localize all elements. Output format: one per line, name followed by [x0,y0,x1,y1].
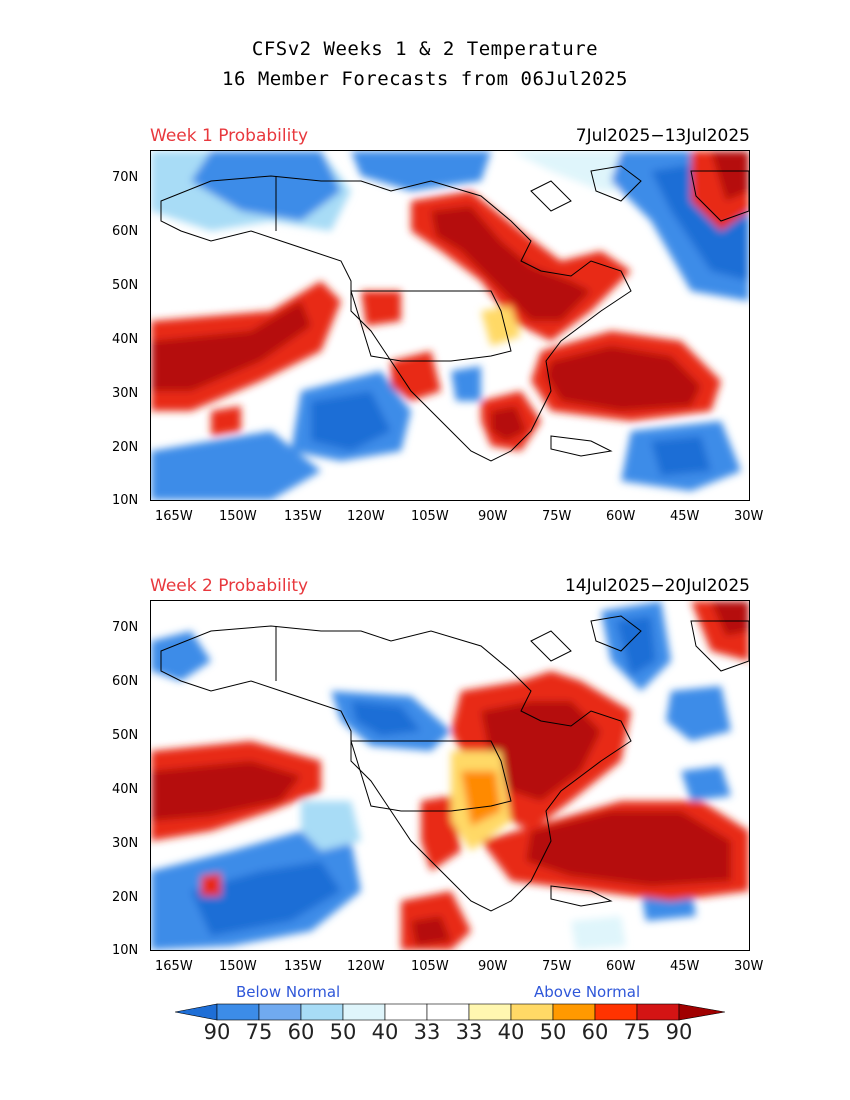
week2-lon-tick: 75W [542,959,572,974]
week2-lon-tick: 120W [347,959,385,974]
color-bar-cell [636,1003,680,1021]
week1-lon-tick: 135W [284,509,322,524]
week1-lon-tick: 165W [155,509,193,524]
color-bar-cell [342,1003,386,1021]
week1-lon-tick: 150W [219,509,257,524]
color-bar-value: 40 [497,1020,525,1044]
week1-lat-tick: 60N [112,224,139,239]
week1-lat-tick: 30N [112,386,139,401]
week1-label: Week 1 Probability [150,126,309,146]
color-bar-value: 50 [329,1020,357,1044]
week1-lat-tick: 50N [112,278,139,293]
week1-lon-tick: 45W [670,509,700,524]
week1-lon-tick: 105W [411,509,449,524]
color-bar-value: 75 [623,1020,651,1044]
below-normal-label: Below Normal [236,983,341,1001]
week2-lon-tick: 165W [155,959,193,974]
color-bar-cell [426,1003,470,1021]
color-bar-value: 60 [581,1020,609,1044]
week1-lat-tick: 20N [112,440,139,455]
week2-probability-map [151,601,749,950]
color-bar-value: 75 [245,1020,273,1044]
week1-lon-tick: 30W [734,509,764,524]
week1-lon-tick: 60W [606,509,636,524]
color-bar [175,1003,725,1021]
week2-lon-tick: 45W [670,959,700,974]
week1-lat-tick: 40N [112,332,139,347]
figure-title-line-1: CFSv2 Weeks 1 & 2 Temperature [251,38,599,60]
week2-lon-tick: 30W [734,959,764,974]
color-bar-cell [468,1003,512,1021]
week2-lon-tick: 90W [478,959,508,974]
color-bar-value: 90 [665,1020,693,1044]
week2-lon-tick: 60W [606,959,636,974]
week2-lat-tick: 20N [112,890,139,905]
color-bar-value: 50 [539,1020,567,1044]
above-normal-label: Above Normal [534,983,641,1001]
week1-lat-tick: 10N [112,493,139,508]
color-bar-cell [384,1003,428,1021]
week2-lat-tick: 40N [112,782,139,797]
color-bar-cell [216,1003,260,1021]
color-bar-value: 90 [203,1020,231,1044]
week2-lat-tick: 50N [112,728,139,743]
week2-lat-tick: 10N [112,943,139,958]
color-bar-arrow-left [175,1003,218,1021]
color-bar-value: 33 [455,1020,483,1044]
week1-lon-tick: 90W [478,509,508,524]
color-bar-value: 33 [413,1020,441,1044]
week1-lat-tick: 70N [112,170,139,185]
week2-lat-tick: 70N [112,620,139,635]
week2-dates: 14Jul2025−20Jul2025 [564,576,750,596]
color-bar-cell [594,1003,638,1021]
color-bar-cell [258,1003,302,1021]
week1-dates: 7Jul2025−13Jul2025 [575,126,750,146]
week2-lat-tick: 30N [112,836,139,851]
week2-lon-tick: 105W [411,959,449,974]
week2-lat-tick: 60N [112,674,139,689]
color-bar-cell [552,1003,596,1021]
color-bar-cell [300,1003,344,1021]
color-bar-value: 60 [287,1020,315,1044]
week2-lon-tick: 135W [284,959,322,974]
week2-lon-tick: 150W [219,959,257,974]
color-bar-value: 40 [371,1020,399,1044]
week1-probability-map [151,151,749,500]
color-bar-cell [510,1003,554,1021]
figure-title-line-2: 16 Member Forecasts from 06Jul2025 [222,68,628,90]
week2-map [150,600,750,951]
week2-label: Week 2 Probability [150,576,309,596]
week1-lon-tick: 120W [347,509,385,524]
week1-map [150,150,750,501]
week1-lon-tick: 75W [542,509,572,524]
color-bar-arrow-right [678,1003,725,1021]
